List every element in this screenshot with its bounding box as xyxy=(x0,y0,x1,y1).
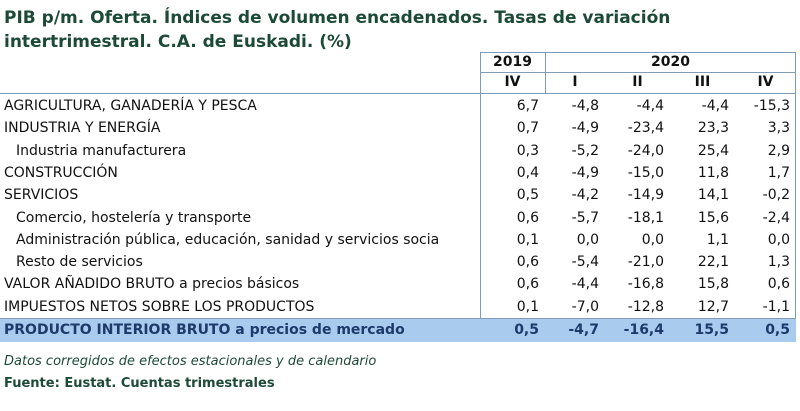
cell: 0,6 xyxy=(516,276,539,293)
cell: -5,4 xyxy=(571,254,599,271)
cell: 0,0 xyxy=(767,231,790,248)
total-label: PRODUCTO INTERIOR BRUTO a precios de mer… xyxy=(4,322,405,338)
cell: -4,9 xyxy=(571,164,599,181)
cell: 22,1 xyxy=(697,254,729,271)
cell: 14,1 xyxy=(697,187,729,204)
cell: 6,7 xyxy=(516,98,539,114)
cell: 3,3 xyxy=(767,120,790,137)
rule xyxy=(480,52,481,342)
cell: -0,2 xyxy=(762,187,790,204)
footnote: Datos corregidos de efectos estacionales… xyxy=(4,354,377,369)
rule xyxy=(480,72,796,73)
cell: 0,7 xyxy=(516,120,539,137)
quarter-header: IV xyxy=(757,74,774,90)
cell: -4,4 xyxy=(636,98,664,114)
cell: 0,5 xyxy=(516,187,539,204)
cell: -4,4 xyxy=(701,98,729,114)
row-label: VALOR AÑADIDO BRUTO a precios básicos xyxy=(4,276,300,293)
cell: -21,0 xyxy=(627,254,664,271)
row-label: Resto de servicios xyxy=(16,254,143,271)
year-header: 2020 xyxy=(651,54,690,70)
row-label: Industria manufacturera xyxy=(16,142,187,159)
cell: 15,6 xyxy=(697,209,729,226)
title-line: intertrimestral. C.A. de Euskadi. (%) xyxy=(4,32,352,52)
cell: 0,0 xyxy=(576,231,599,248)
rule xyxy=(795,52,796,342)
cell: 0,1 xyxy=(516,298,539,315)
cell: 1,1 xyxy=(706,231,729,248)
cell: 0,1 xyxy=(516,231,539,248)
quarter-header: II xyxy=(632,74,643,90)
row-label: AGRICULTURA, GANADERÍA Y PESCA xyxy=(4,98,257,114)
cell: -18,1 xyxy=(627,209,664,226)
rule xyxy=(480,52,796,53)
cell: 25,4 xyxy=(697,142,729,159)
cell: -15,3 xyxy=(753,98,790,114)
total-band xyxy=(0,318,796,342)
row-label: SERVICIOS xyxy=(4,187,79,204)
cell: -7,0 xyxy=(571,298,599,315)
rule xyxy=(545,52,546,93)
row-label: Comercio, hostelería y transporte xyxy=(16,209,252,226)
cell: -23,4 xyxy=(627,120,664,137)
total-cell: -4,7 xyxy=(568,322,599,338)
cell: 23,3 xyxy=(697,120,729,137)
quarter-header: I xyxy=(572,74,578,90)
cell: 2,9 xyxy=(767,142,790,159)
quarter-header: III xyxy=(694,74,711,90)
row-label: Administración pública, educación, sanid… xyxy=(16,231,440,248)
quarter-header: IV xyxy=(504,74,521,90)
total-cell: 15,5 xyxy=(694,322,729,338)
cell: 15,8 xyxy=(697,276,729,293)
rule xyxy=(0,318,796,319)
cell: -15,0 xyxy=(627,164,664,181)
cell: 12,7 xyxy=(697,298,729,315)
row-label: INDUSTRIA Y ENERGÍA xyxy=(4,120,161,137)
cell: -5,7 xyxy=(571,209,599,226)
cell: 1,3 xyxy=(767,254,790,271)
cell: -4,2 xyxy=(571,187,599,204)
cell: -4,8 xyxy=(571,98,599,114)
cell: 0,6 xyxy=(767,276,790,293)
cell: 11,8 xyxy=(697,164,729,181)
cell: -4,9 xyxy=(571,120,599,137)
cell: -14,9 xyxy=(627,187,664,204)
total-cell: 0,5 xyxy=(765,322,790,338)
title-line: PIB p/m. Oferta. Índices de volumen enca… xyxy=(4,8,671,28)
total-cell: -16,4 xyxy=(623,322,664,338)
cell: 1,7 xyxy=(767,164,790,181)
year-header: 2019 xyxy=(493,54,532,70)
cell: -12,8 xyxy=(627,298,664,315)
cell: 0,0 xyxy=(641,231,664,248)
source: Fuente: Eustat. Cuentas trimestrales xyxy=(4,376,275,391)
cell: -24,0 xyxy=(627,142,664,159)
total-cell: 0,5 xyxy=(514,322,539,338)
cell: -2,4 xyxy=(762,209,790,226)
row-label: IMPUESTOS NETOS SOBRE LOS PRODUCTOS xyxy=(4,298,315,315)
cell: 0,4 xyxy=(516,164,539,181)
cell: -1,1 xyxy=(762,298,790,315)
cell: 0,6 xyxy=(516,254,539,271)
cell: -5,2 xyxy=(571,142,599,159)
cell: 0,6 xyxy=(516,209,539,226)
rule xyxy=(0,93,796,94)
cell: 0,3 xyxy=(516,142,539,159)
cell: -16,8 xyxy=(627,276,664,293)
row-label: CONSTRUCCIÓN xyxy=(4,164,118,181)
cell: -4,4 xyxy=(571,276,599,293)
